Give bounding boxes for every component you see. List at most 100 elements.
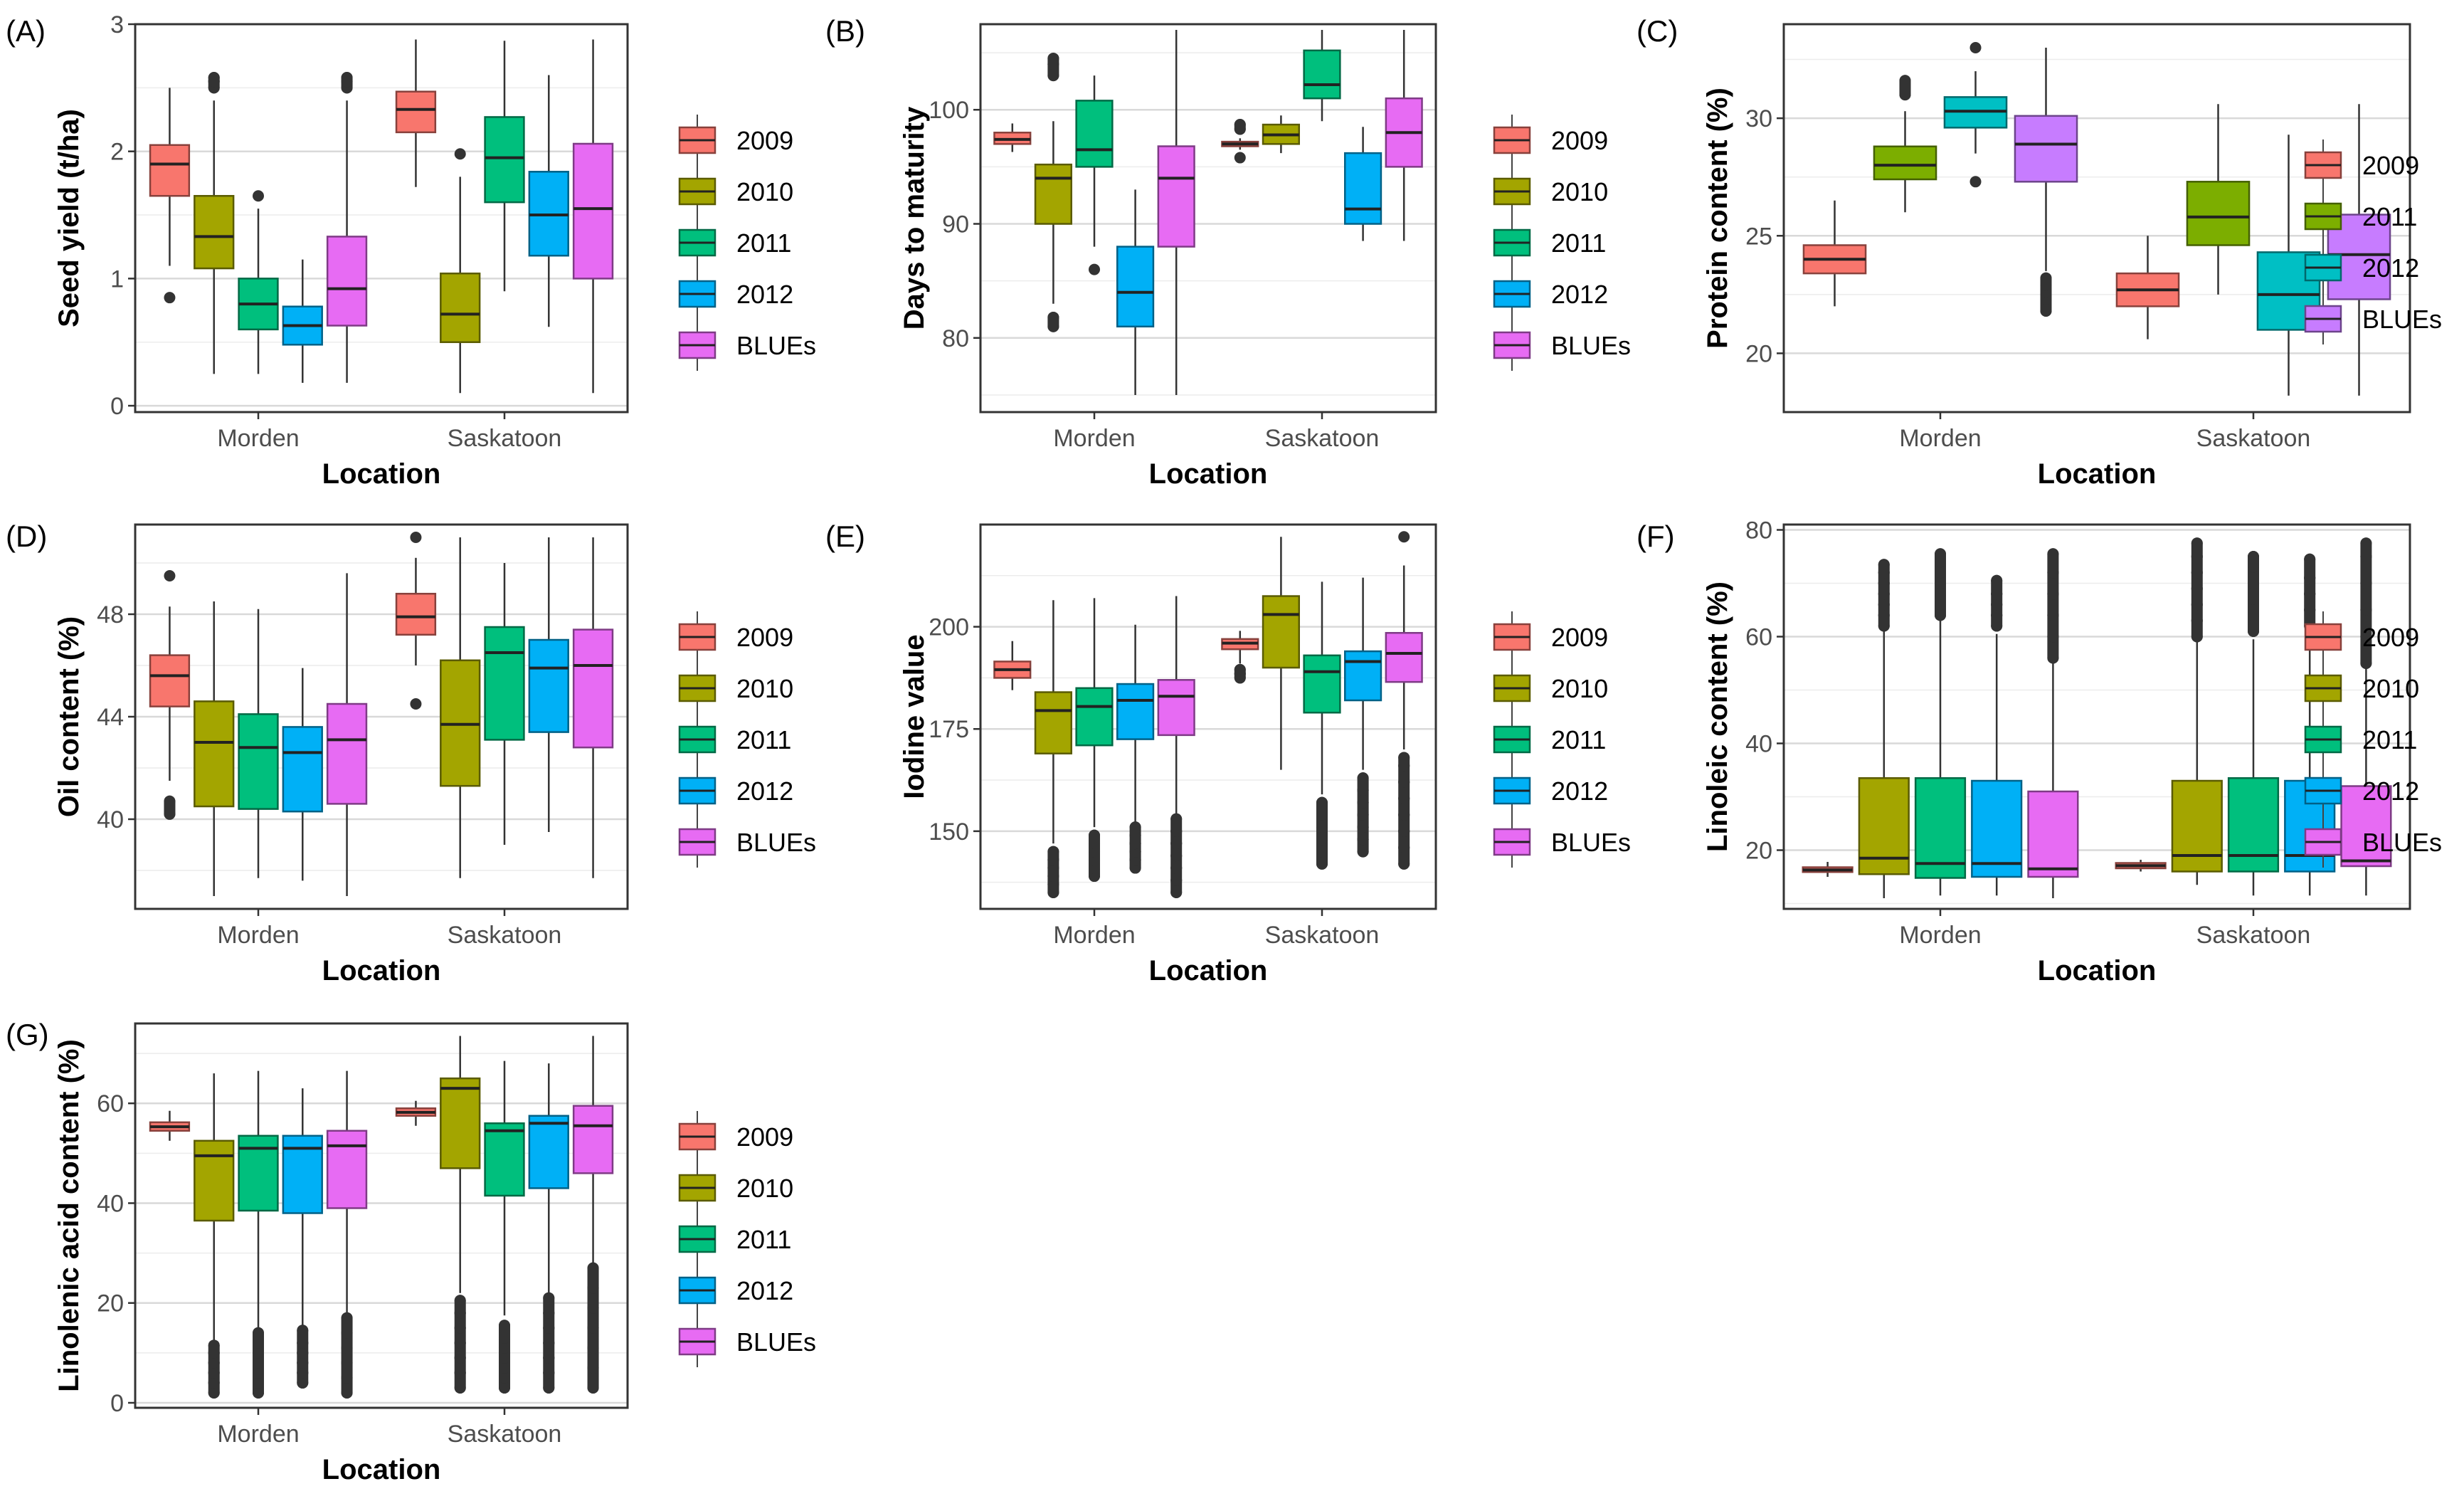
legend-label: 2010 [1551, 177, 1608, 206]
box-2009-morden [993, 123, 1032, 152]
box-2011-saskatoon [1303, 30, 1341, 122]
legend-item-blues: BLUEs [678, 816, 816, 868]
panel-b: (B) 80 90 100 Morden Saskatoon Location Days to… [825, 14, 1631, 490]
legend-item-2010: 2010 [678, 1162, 793, 1213]
y-tick-label: 200 [929, 614, 969, 641]
box-2011-morden [238, 1070, 279, 1399]
y-tick-label: 0 [110, 393, 124, 420]
outlier-point [164, 570, 176, 581]
y-tick-label: 20 [1745, 838, 1772, 865]
panel-border [134, 1022, 629, 1409]
box-2010-morden [194, 601, 235, 896]
box-2012-saskatoon [528, 537, 569, 832]
legend-item-2011: 2011 [2304, 191, 2417, 242]
y-tick-label: 40 [97, 1190, 124, 1217]
box-2010-morden [1858, 559, 1910, 898]
x-axis-title: Location [2038, 458, 2157, 490]
outlier-point [1969, 42, 1982, 54]
box-body [2027, 790, 2079, 878]
outlier-point [1398, 531, 1410, 543]
y-tick-label: 90 [942, 211, 969, 238]
box-blues-morden [326, 72, 368, 383]
panel-letter: (E) [825, 520, 865, 553]
legend-item-2009: 2009 [2304, 139, 2419, 191]
box-body [1344, 152, 1382, 225]
box-blues-saskatoon [572, 39, 614, 394]
box-2009-morden [149, 570, 191, 820]
outlier-point [1089, 263, 1100, 275]
legend-label: 2009 [2362, 623, 2419, 652]
legend-label: 2010 [736, 1174, 793, 1203]
box-body [149, 654, 191, 707]
legend: 2009 2010 2011 2012 BLUEs [1493, 115, 1631, 371]
y-tick-label: 1 [110, 265, 124, 293]
box-blues-morden [2014, 48, 2078, 317]
box-body [1303, 49, 1341, 100]
x-tick-label: Morden [1899, 425, 1981, 452]
box-body [1116, 246, 1155, 328]
x-tick-label: Saskatoon [448, 1421, 562, 1448]
y-tick-label: 175 [929, 716, 969, 743]
x-tick-label: Morden [1053, 425, 1135, 452]
y-axis-title: Days to maturity [899, 106, 930, 330]
outlier-point [164, 292, 176, 304]
box-body [282, 726, 323, 813]
x-tick-label: Morden [1053, 922, 1135, 949]
box-body [194, 194, 235, 270]
box-blues-morden [2027, 548, 2079, 898]
y-tick-label: 2 [110, 139, 124, 166]
box-body [1157, 145, 1195, 248]
box-body [484, 116, 525, 204]
box-body [572, 1105, 614, 1174]
box-body [1385, 631, 1423, 683]
legend-label: BLUEs [2362, 828, 2442, 857]
box-2010-saskatoon [2171, 537, 2223, 885]
legend-label: 2011 [2362, 202, 2417, 231]
box-body [149, 144, 191, 197]
legend-label: 2010 [736, 674, 793, 703]
y-tick-label: 48 [97, 601, 124, 628]
y-tick-label: 25 [1745, 223, 1772, 250]
legend: 2009 2010 2011 2012 BLUEs [2304, 611, 2442, 868]
box-2009-morden [149, 1110, 191, 1141]
box-2012-morden [1116, 189, 1155, 395]
x-axis-title: Location [322, 458, 441, 490]
legend-item-2012: 2012 [678, 1265, 793, 1316]
legend-item-2012: 2012 [2304, 242, 2419, 293]
box-2009-saskatoon [395, 1100, 437, 1126]
box-blues-saskatoon [1385, 531, 1423, 870]
legend-label: 2009 [1551, 126, 1608, 155]
box-body [1873, 145, 1937, 181]
outlier-point [454, 148, 466, 160]
box-blues-morden [326, 1070, 368, 1399]
panel-border [979, 23, 1437, 414]
legend-label: 2012 [736, 776, 793, 806]
box-body [572, 628, 614, 749]
legend-item-2010: 2010 [678, 663, 793, 714]
legend-label: 2012 [1551, 776, 1608, 806]
x-tick-label: Saskatoon [1265, 922, 1380, 949]
legend-label: BLUEs [736, 331, 816, 360]
panel-letter: (D) [6, 520, 47, 553]
box-2011-saskatoon [1303, 581, 1341, 870]
box-body [1034, 163, 1072, 225]
legend-label: 2012 [2362, 253, 2419, 283]
box-2010-saskatoon [1262, 537, 1300, 770]
panel-border [134, 523, 629, 910]
legend-item-2011: 2011 [2304, 714, 2417, 765]
x-axis-title: Location [1149, 955, 1268, 986]
outlier-point [1969, 176, 1982, 188]
legend-label: 2010 [2362, 674, 2419, 703]
legend-item-2012: 2012 [678, 765, 793, 816]
box-2009-morden [1802, 862, 1854, 877]
box-2009-saskatoon [395, 532, 437, 710]
box-body [1075, 100, 1114, 168]
box-2010-morden [1034, 600, 1072, 899]
box-body [395, 90, 437, 134]
box-body [528, 1115, 569, 1189]
box-2011-morden [1075, 598, 1114, 883]
box-2009-saskatoon [1221, 631, 1259, 684]
legend-label: BLUEs [2362, 305, 2442, 334]
box-body [528, 638, 569, 733]
box-2011-saskatoon [2186, 104, 2251, 295]
